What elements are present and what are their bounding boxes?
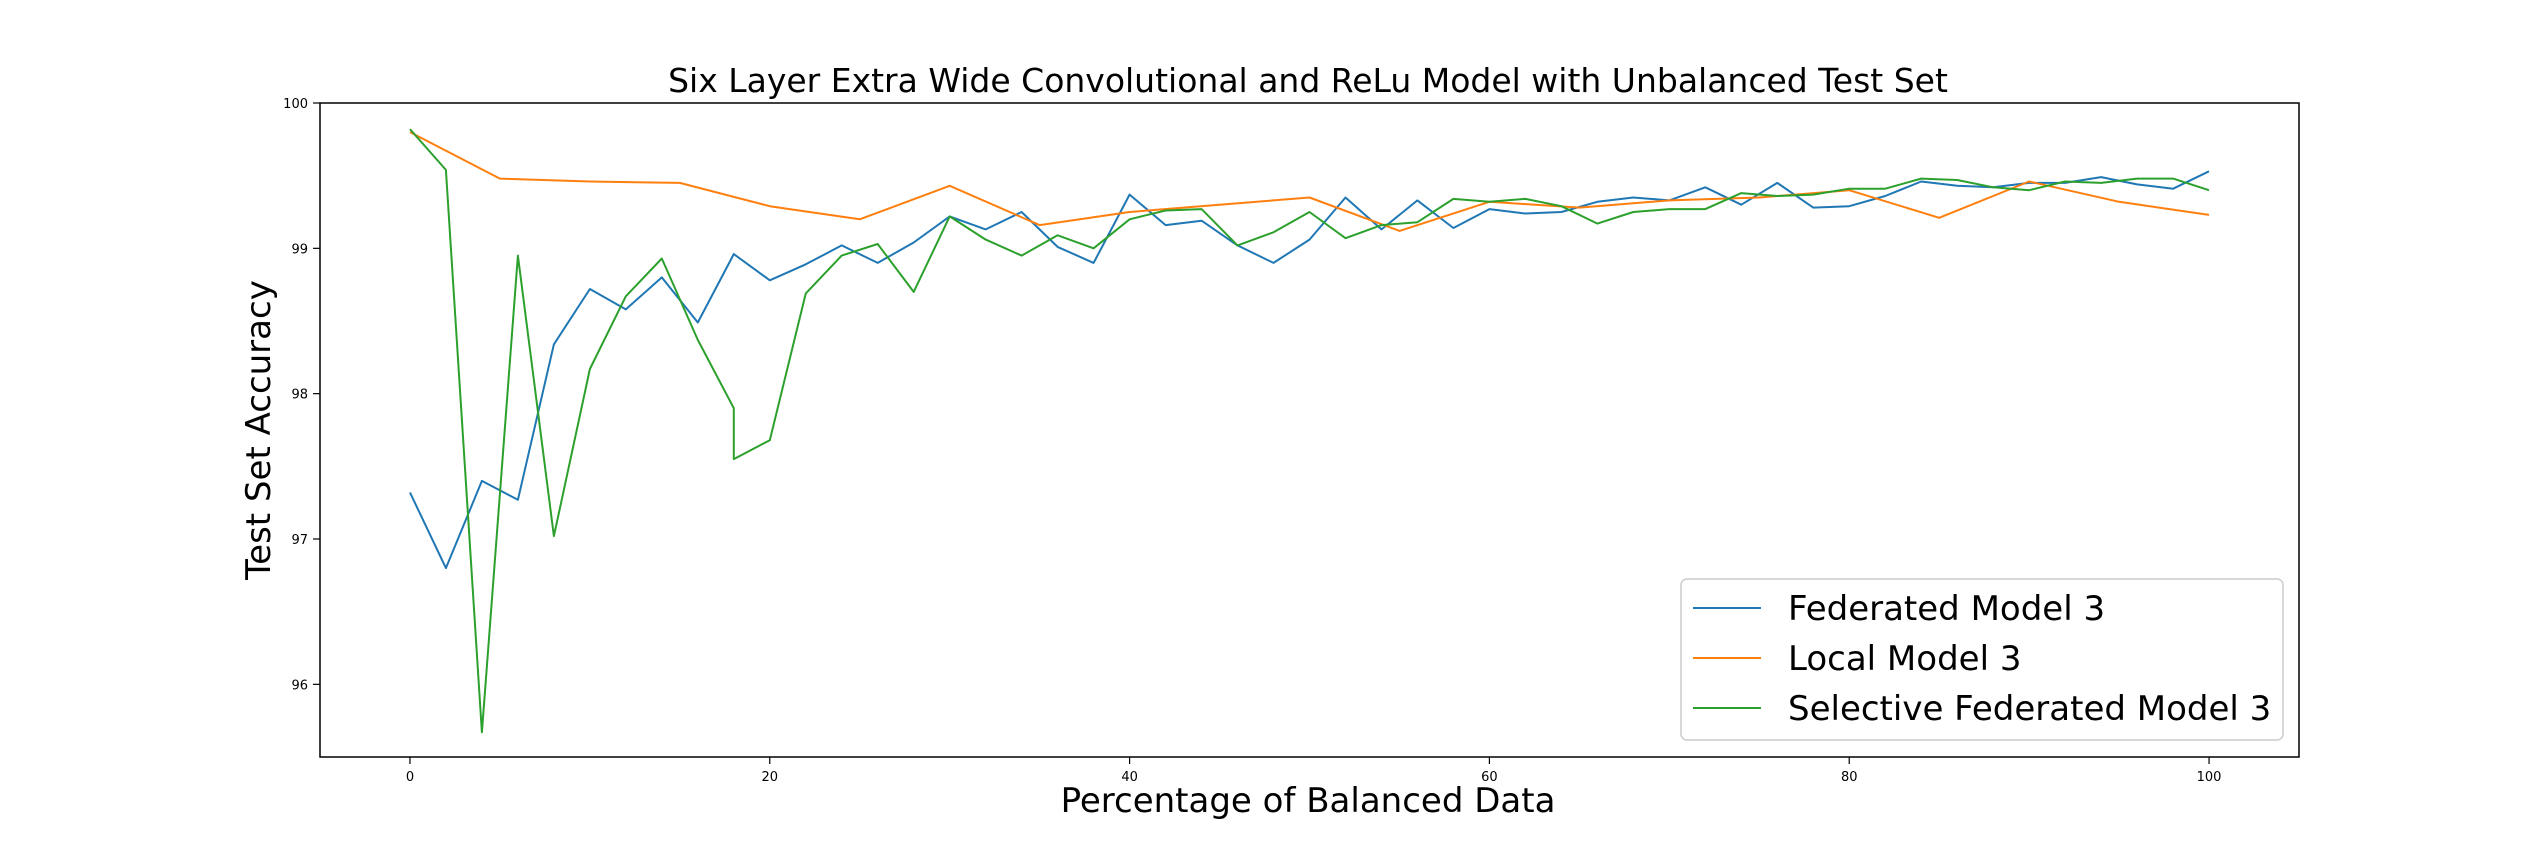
- legend-entry-3: Selective Federated Model 3: [1788, 689, 2271, 729]
- x-axis: 0 20 40 60 80 100: [406, 757, 2222, 785]
- x-tick-label: 40: [1121, 770, 1138, 785]
- chart-title: Six Layer Extra Wide Convolutional and R…: [668, 61, 1948, 100]
- x-tick-label: 80: [1841, 770, 1858, 785]
- x-tick-label: 20: [761, 770, 778, 785]
- y-axis-label: Test Set Accuracy: [239, 280, 279, 581]
- x-tick-label: 60: [1481, 770, 1498, 785]
- series-line-1: [409, 170, 2210, 570]
- series-line-3: [409, 128, 2210, 734]
- y-tick-label: 97: [291, 533, 308, 548]
- y-tick-label: 100: [283, 97, 308, 112]
- legend-box: [1680, 578, 2284, 741]
- legend-entry-2: Local Model 3: [1788, 639, 2021, 679]
- y-tick-label: 98: [291, 388, 308, 403]
- x-tick-label: 100: [2197, 770, 2222, 785]
- x-tick-label: 0: [406, 770, 414, 785]
- plot-lines: [409, 128, 2210, 734]
- y-tick-label: 99: [291, 242, 308, 257]
- y-axis: 96 97 98 99 100: [283, 97, 320, 693]
- legend-entry-1: Federated Model 3: [1788, 589, 2105, 629]
- legend: Federated Model 3 Local Model 3 Selective …: [1680, 578, 2284, 741]
- series-line-2: [409, 131, 2210, 232]
- x-axis-label: Percentage of Balanced Data: [1061, 781, 1556, 821]
- y-tick-label: 96: [291, 678, 308, 693]
- plot-frame: [319, 102, 2300, 758]
